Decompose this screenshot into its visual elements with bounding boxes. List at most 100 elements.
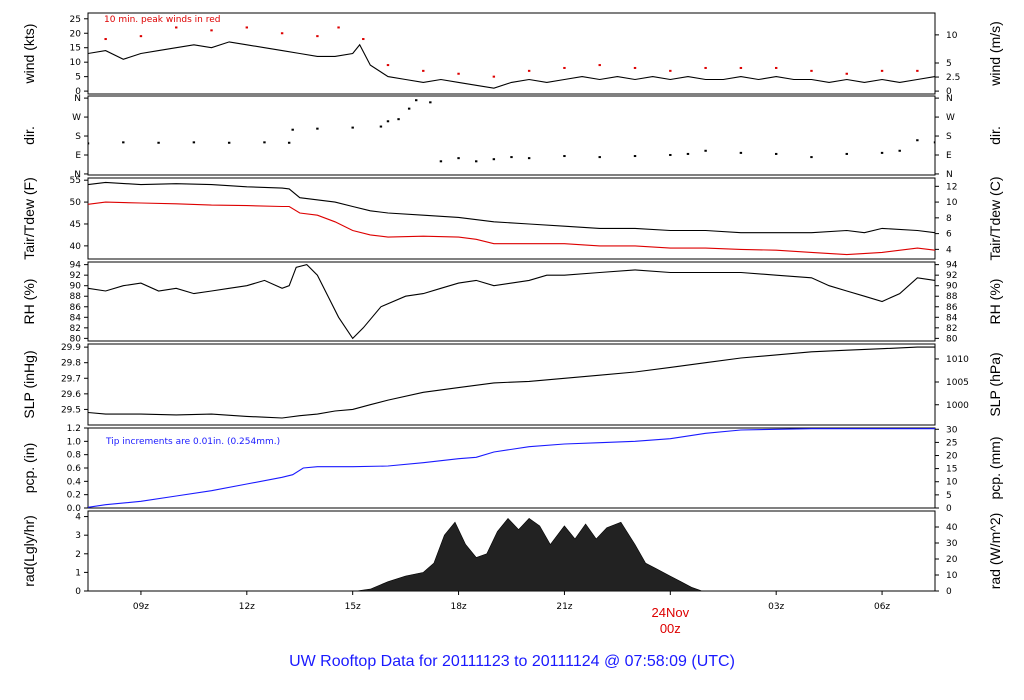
- left-tick-label: 0: [75, 87, 81, 97]
- right-axis-title: SLP (hPa): [987, 352, 1003, 416]
- right-tick-label: 30: [946, 539, 958, 549]
- right-tick-label: 80: [946, 334, 958, 344]
- right-tick-label: 20: [946, 452, 958, 462]
- x-tick-label: 12z: [239, 602, 255, 612]
- right-tick-label: 88: [946, 292, 958, 302]
- direction-point: [439, 160, 443, 163]
- right-axis-title: RH (%): [987, 279, 1003, 325]
- direction-point: [122, 141, 125, 144]
- x-tick-label: 15z: [345, 602, 361, 612]
- peak-wind-point: [845, 72, 848, 75]
- left-tick-label: 5: [75, 73, 81, 83]
- peak-wind-point: [563, 66, 566, 69]
- direction-point: [845, 152, 848, 155]
- right-tick-label: 0: [946, 87, 952, 97]
- x-tick-label: 18z: [450, 602, 466, 612]
- panel-frame: [87, 261, 936, 342]
- precipitation-panel: 0.0 0.2 0.4 0.6 0.8 1.0 1.2 0 5 10 15 20 25 30 pcp. (i…: [21, 424, 1003, 514]
- right-tick-label: 30: [946, 425, 958, 435]
- peak-wind-point: [386, 64, 390, 67]
- left-tick-label: 0.6: [67, 464, 82, 474]
- right-tick-label: 15: [946, 465, 957, 475]
- peak-wind-point: [633, 66, 637, 69]
- left-tick-label: 80: [70, 334, 82, 344]
- left-tick-label: 92: [70, 271, 81, 281]
- direction-point: [563, 155, 566, 158]
- right-tick-label: 1005: [946, 378, 969, 388]
- peak-wind-point: [175, 26, 178, 29]
- direction-point: [192, 141, 196, 144]
- peak-wind-point: [774, 66, 778, 69]
- peak-wind-point: [139, 35, 143, 38]
- left-tick-label: 0.2: [67, 491, 81, 501]
- left-tick-label: N: [74, 94, 81, 104]
- direction-point: [633, 155, 637, 158]
- series-line: [88, 181, 935, 234]
- right-tick-label: 90: [946, 282, 958, 292]
- peak-wind-point: [527, 69, 531, 72]
- left-tick-label: 29.8: [61, 359, 81, 369]
- direction-point: [492, 158, 496, 161]
- left-tick-label: 20: [70, 29, 82, 39]
- left-tick-label: 29.7: [61, 374, 81, 384]
- series-line: [88, 201, 935, 256]
- left-tick-label: 1: [75, 568, 81, 578]
- left-tick-label: 0: [75, 587, 81, 597]
- right-tick-label: 8: [946, 214, 952, 224]
- left-tick-label: 2: [75, 550, 81, 560]
- direction-point: [386, 120, 390, 123]
- direction-point: [407, 107, 411, 110]
- right-tick-label: 86: [946, 303, 958, 313]
- x-tick-label: 03z: [768, 602, 784, 612]
- left-axis-title: rad(Lgly/hr): [21, 515, 37, 587]
- left-tick-label: N: [74, 170, 81, 180]
- right-axis-title: rad (W/m^2): [987, 513, 1003, 590]
- direction-point: [933, 141, 935, 144]
- direction-point: [316, 127, 319, 130]
- right-tick-label: 40: [946, 523, 958, 533]
- peak-wind-point: [598, 64, 601, 67]
- date-marker-time: 00z: [660, 621, 681, 636]
- left-tick-label: 84: [70, 313, 82, 323]
- right-tick-label: N: [946, 94, 953, 104]
- peak-wind-point: [457, 72, 460, 75]
- left-tick-label: 88: [70, 292, 82, 302]
- data-layer: [88, 428, 935, 508]
- right-tick-label: E: [946, 151, 952, 161]
- peak-wind-point: [210, 29, 213, 32]
- direction-point: [704, 149, 707, 152]
- x-tick-label: 06z: [874, 602, 890, 612]
- right-tick-label: 1000: [946, 401, 969, 411]
- pressure-panel: 29.5 29.6 29.7 29.8 29.9 1000 1005 1010 SLP (inH…: [21, 343, 1003, 426]
- left-tick-label: 82: [70, 324, 81, 334]
- direction-point: [898, 149, 901, 152]
- x-tick-label: 09z: [133, 602, 149, 612]
- left-axis-title: pcp. (in): [21, 443, 37, 494]
- right-tick-label: 6: [946, 230, 952, 240]
- direction-point: [415, 99, 418, 102]
- left-tick-label: 29.6: [61, 390, 81, 400]
- direction-point: [686, 152, 690, 155]
- left-axis-title: wind (kts): [21, 24, 37, 85]
- direction-point: [598, 156, 601, 159]
- left-tick-label: 29.5: [61, 405, 81, 415]
- left-tick-label: 86: [70, 303, 82, 313]
- right-tick-label: 12: [946, 182, 957, 192]
- left-tick-label: 29.9: [61, 343, 81, 353]
- peak-wind-point: [492, 75, 496, 78]
- footer-title: UW Rooftop Data for 20111123 to 20111124…: [289, 653, 735, 670]
- direction-point: [227, 141, 231, 144]
- peak-wind-point: [362, 38, 365, 41]
- right-tick-label: 2.5: [946, 73, 960, 83]
- direction-point: [475, 160, 478, 163]
- right-axis-title: dir.: [987, 126, 1003, 145]
- left-tick-label: 1.0: [67, 437, 82, 447]
- data-layer: [88, 26, 935, 89]
- right-tick-label: 0: [946, 504, 952, 514]
- right-tick-label: 0: [946, 587, 952, 597]
- data-layer: [88, 99, 935, 163]
